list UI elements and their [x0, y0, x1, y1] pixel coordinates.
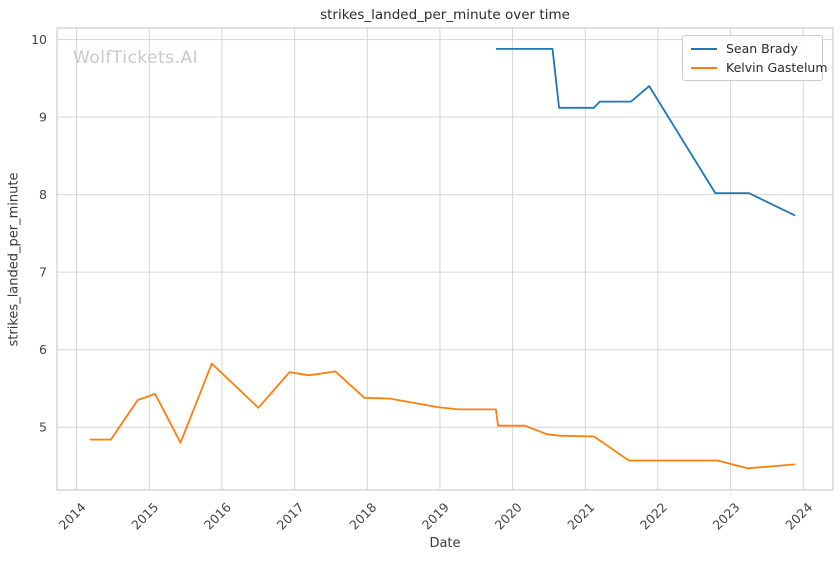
series-line-kelvin-gastelum	[89, 362, 796, 470]
x-tick-label: 2022	[637, 500, 670, 533]
x-tick-label: 2020	[492, 499, 525, 532]
watermark: WolfTickets.AI	[73, 48, 199, 68]
legend-line-swatch	[691, 66, 717, 69]
x-tick-label: 2018	[346, 499, 379, 532]
y-tick-label: 7	[39, 265, 47, 280]
x-tick-label: 2014	[56, 499, 89, 532]
x-axis-label: Date	[429, 536, 461, 551]
legend-item: Sean Brady	[691, 41, 814, 56]
y-tick-label: 8	[39, 187, 47, 202]
legend-item: Kelvin Gastelum	[691, 60, 828, 75]
x-tick-label: 2024	[782, 499, 815, 532]
x-tick-label: 2019	[419, 499, 452, 532]
x-tick-label: 2023	[710, 500, 743, 533]
y-tick-label: 5	[39, 420, 47, 435]
series-line-sean-brady	[495, 48, 796, 217]
y-tick-label: 9	[39, 110, 47, 125]
chart-title: strikes_landed_per_minute over time	[320, 7, 570, 23]
legend-label: Sean Brady	[726, 41, 798, 56]
x-tick-label: 2021	[564, 500, 597, 533]
legend: Sean Brady Kelvin Gastelum	[682, 35, 828, 81]
y-tick-label: 10	[31, 32, 47, 47]
legend-line-swatch	[691, 47, 717, 50]
x-tick-label: 2015	[128, 500, 161, 533]
x-tick-label: 2017	[274, 500, 307, 533]
plot-border	[56, 27, 834, 491]
x-tick-label: 2016	[201, 499, 234, 532]
y-axis-label: strikes_landed_per_minute	[6, 172, 22, 347]
y-tick-label: 6	[39, 342, 47, 357]
legend-label: Kelvin Gastelum	[726, 60, 828, 75]
